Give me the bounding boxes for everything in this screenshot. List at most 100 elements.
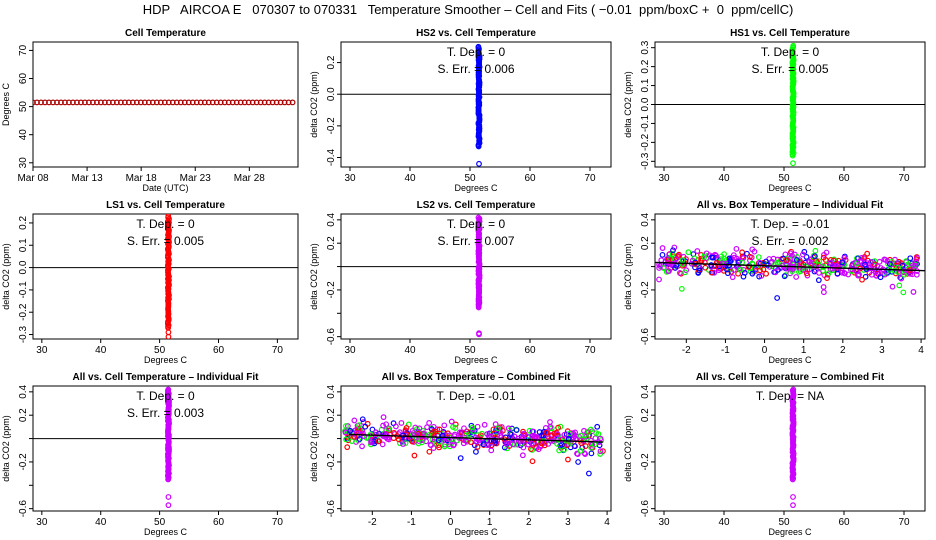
data-layer [342, 414, 606, 477]
data-layer [655, 42, 925, 167]
data-point [758, 272, 765, 279]
data-point [736, 265, 743, 272]
plot-frame [32, 213, 299, 340]
data-point [50, 99, 56, 106]
data-point [448, 418, 455, 425]
data-point [452, 425, 459, 431]
data-point [380, 414, 387, 421]
data-point [513, 427, 520, 434]
data-point [912, 262, 919, 269]
x-tick-label: 40 [404, 173, 416, 184]
chart-panel-p2: HS2 vs. Cell Temperature 30 40 50 60 70 Degree… [309, 28, 612, 193]
data-point [379, 441, 386, 448]
x-tick-label: -2 [682, 345, 691, 356]
x-tick-label: Mar 23 [180, 173, 212, 184]
data-point [672, 264, 679, 271]
data-point [46, 99, 52, 106]
y-tick-label: -0.2 [640, 133, 651, 151]
y-axis-label: delta CO2 (ppm) [309, 71, 319, 138]
data-point [368, 439, 374, 446]
data-point [900, 289, 907, 296]
data-point [727, 258, 734, 264]
data-point [181, 99, 188, 106]
x-tick-label: 70 [898, 173, 910, 184]
data-point [696, 267, 703, 274]
y-tick-label: 40 [18, 129, 29, 141]
x-tick-label: 1 [801, 345, 807, 356]
data-point [729, 274, 736, 281]
data-point [816, 269, 822, 276]
y-tick-label: -0.2 [640, 453, 651, 471]
x-tick-label: 70 [898, 517, 910, 528]
data-point [213, 99, 220, 106]
data-point-outlier [790, 160, 796, 167]
data-point [547, 419, 553, 425]
chart-title: All vs. Box Temperature – Individual Fit [697, 200, 884, 211]
annotation-text: S. Err. = 0.005 [127, 234, 204, 248]
data-point [221, 99, 228, 106]
data-point-outlier [165, 333, 172, 339]
data-point [901, 271, 908, 278]
data-point [34, 99, 40, 106]
data-point [719, 260, 726, 267]
data-layer [341, 214, 611, 338]
x-tick-label: 50 [154, 517, 166, 528]
data-point [468, 439, 474, 446]
data-point [497, 432, 504, 439]
data-point [827, 259, 834, 266]
y-tick-label: -0.6 [18, 500, 29, 518]
x-tick-label: 40 [95, 517, 107, 528]
y-axis-label: delta CO2 (ppm) [1, 415, 11, 482]
x-tick-label: 40 [718, 517, 730, 528]
x-tick-label: 0 [762, 345, 768, 356]
data-point [82, 99, 88, 106]
data-point [799, 251, 806, 258]
annotation-text: S. Err. = 0.003 [127, 406, 204, 420]
data-point [58, 99, 64, 106]
data-point [105, 99, 112, 106]
data-point [277, 99, 284, 106]
y-tick-label: -0.6 [326, 328, 337, 346]
data-point [361, 433, 368, 440]
x-tick-label: 2 [840, 345, 846, 356]
y-tick-label: -0.2 [326, 117, 337, 135]
data-point [587, 437, 594, 444]
data-point [845, 271, 852, 278]
data-point [561, 431, 568, 438]
data-point [403, 425, 410, 431]
data-point [675, 252, 681, 259]
data-point [342, 423, 349, 429]
data-point [367, 431, 374, 438]
data-point [886, 261, 893, 267]
data-point [867, 259, 874, 265]
data-point [177, 99, 184, 106]
data-point [679, 257, 686, 264]
data-point [430, 429, 437, 435]
plot-frame [340, 41, 612, 168]
data-point [487, 434, 493, 441]
data-point [265, 99, 272, 106]
data-point [70, 99, 76, 106]
data-point [38, 99, 44, 106]
y-tick-label: 0.4 [640, 212, 651, 226]
x-axis-label: Date (UTC) [142, 183, 188, 193]
chart-panel-p4: LS1 vs. Cell Temperature 30 40 50 60 70 Degree… [1, 200, 299, 365]
data-point [369, 426, 376, 433]
data-point [344, 444, 351, 451]
chart-title: LS2 vs. Cell Temperature [417, 200, 536, 211]
data-point [731, 254, 738, 261]
data-point [153, 99, 160, 106]
data-point [484, 431, 491, 437]
x-tick-label: 50 [778, 517, 790, 528]
x-tick-label: Mar 13 [72, 173, 104, 184]
data-point [770, 255, 777, 262]
data-point [793, 274, 800, 280]
y-axis-label: delta CO2 (ppm) [623, 415, 633, 482]
data-point [343, 436, 349, 443]
data-point [495, 425, 502, 432]
data-point [737, 266, 744, 273]
data-layer [341, 43, 611, 167]
data-point [86, 99, 92, 106]
data-point [721, 251, 727, 258]
annotation-text: T. Dep. = -0.01 [750, 217, 829, 231]
